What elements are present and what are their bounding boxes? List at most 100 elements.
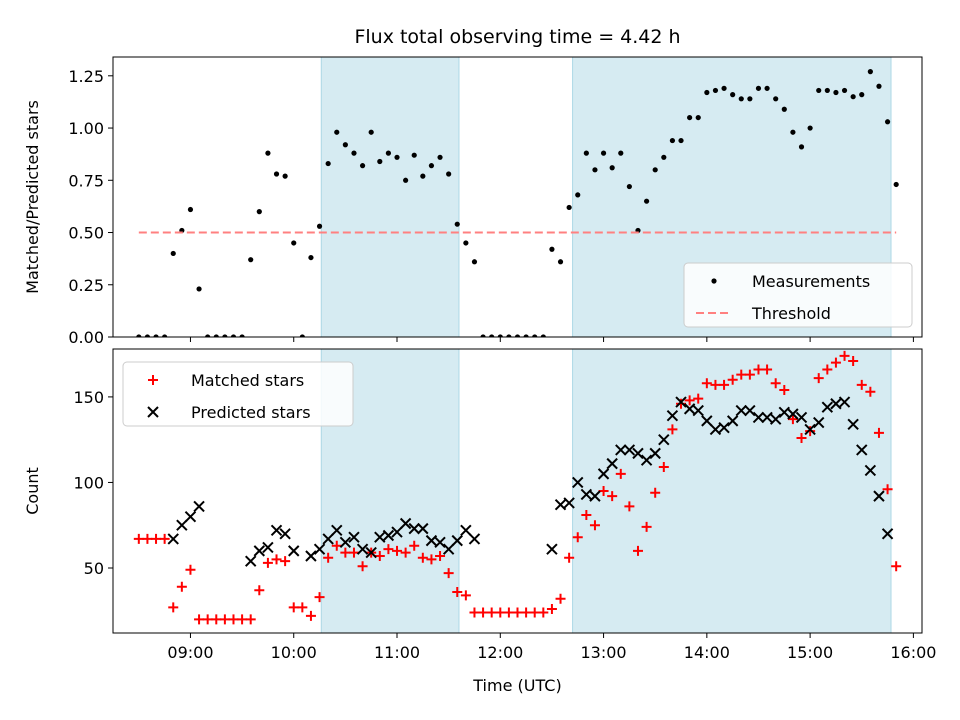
data-point (356, 543, 369, 555)
data-point (650, 487, 661, 498)
data-point (744, 369, 755, 380)
data-point (864, 464, 877, 477)
bottom-panel: 50 100 150 09:00 10:00 11:00 12:00 13:00 14:00 15… (23, 348, 936, 695)
data-point (687, 114, 693, 121)
data-point (676, 398, 687, 409)
data-point (159, 533, 170, 544)
data-point (497, 334, 503, 337)
data-point (305, 610, 316, 621)
data-point (683, 403, 696, 415)
data-point (589, 520, 600, 531)
y-axis-label: Count (23, 467, 42, 515)
data-point (566, 204, 572, 211)
data-point (454, 221, 460, 227)
legend: Measurements Threshold (683, 262, 913, 328)
data-point (643, 198, 650, 204)
data-point (727, 374, 738, 385)
data-point (170, 250, 176, 257)
data-point (262, 557, 273, 568)
data-point (790, 129, 796, 135)
data-point (437, 154, 443, 160)
data-point (523, 334, 529, 337)
data-point (738, 96, 744, 102)
data-point (452, 586, 463, 597)
data-point (325, 160, 331, 167)
data-point (755, 85, 762, 91)
data-point (804, 423, 816, 436)
data-point (667, 424, 678, 435)
data-point (244, 555, 257, 567)
data-point (884, 119, 891, 125)
data-point (385, 150, 392, 156)
data-point (546, 604, 557, 615)
legend: Matched stars Predicted stars (122, 361, 354, 427)
data-point (340, 547, 351, 558)
data-point (434, 536, 446, 549)
data-point (442, 543, 455, 555)
data-point (589, 490, 601, 502)
legend-marker (711, 278, 717, 284)
data-point (185, 564, 196, 575)
data-point (632, 447, 644, 460)
data-point (256, 209, 262, 215)
data-point (282, 173, 288, 179)
data-point (202, 614, 213, 625)
data-point (446, 171, 452, 177)
data-point (709, 423, 722, 436)
data-point (669, 137, 676, 144)
data-point (219, 614, 230, 625)
data-point (798, 144, 805, 150)
data-point (575, 192, 581, 198)
chart-title: Flux total observing time = 4.42 h (354, 26, 680, 48)
data-point (847, 418, 859, 430)
data-point (348, 531, 360, 543)
series-measurements (136, 69, 899, 337)
data-point (658, 433, 670, 446)
data-point (592, 167, 598, 173)
y-tick-label: 0.75 (68, 171, 104, 190)
data-point (779, 385, 790, 396)
data-point (761, 411, 773, 424)
plot-area (133, 349, 902, 633)
data-point (666, 410, 679, 422)
data-point (471, 259, 478, 265)
shaded-interval-0 (320, 57, 460, 337)
data-point (684, 395, 695, 406)
data-point (279, 528, 291, 540)
data-point (661, 154, 667, 160)
x-tick-label: 09:00 (167, 643, 213, 662)
data-point (813, 373, 824, 384)
data-point (211, 614, 222, 625)
data-point (555, 593, 566, 604)
data-point (428, 163, 435, 169)
data-point (314, 592, 325, 603)
data-point (692, 404, 704, 417)
data-point (151, 533, 162, 544)
data-point (769, 413, 782, 425)
data-point (856, 379, 867, 390)
data-point (540, 334, 546, 337)
data-point (383, 544, 394, 555)
data-point (136, 334, 142, 337)
y-tick-label: 0.00 (68, 328, 104, 347)
data-point (876, 83, 882, 89)
data-point (374, 551, 385, 562)
data-point (382, 529, 395, 542)
data-point (848, 355, 859, 366)
data-point (726, 415, 739, 427)
data-point (856, 444, 868, 456)
shaded-interval-1 (572, 349, 892, 633)
data-point (787, 408, 799, 420)
data-point (273, 171, 280, 177)
data-point (773, 96, 779, 102)
data-point (730, 92, 736, 98)
data-point (623, 444, 636, 456)
data-point (399, 517, 412, 530)
data-point (580, 488, 593, 501)
data-point (426, 554, 437, 565)
data-point (196, 286, 202, 292)
data-point (816, 87, 822, 94)
data-point (460, 524, 472, 537)
data-point (408, 522, 420, 535)
